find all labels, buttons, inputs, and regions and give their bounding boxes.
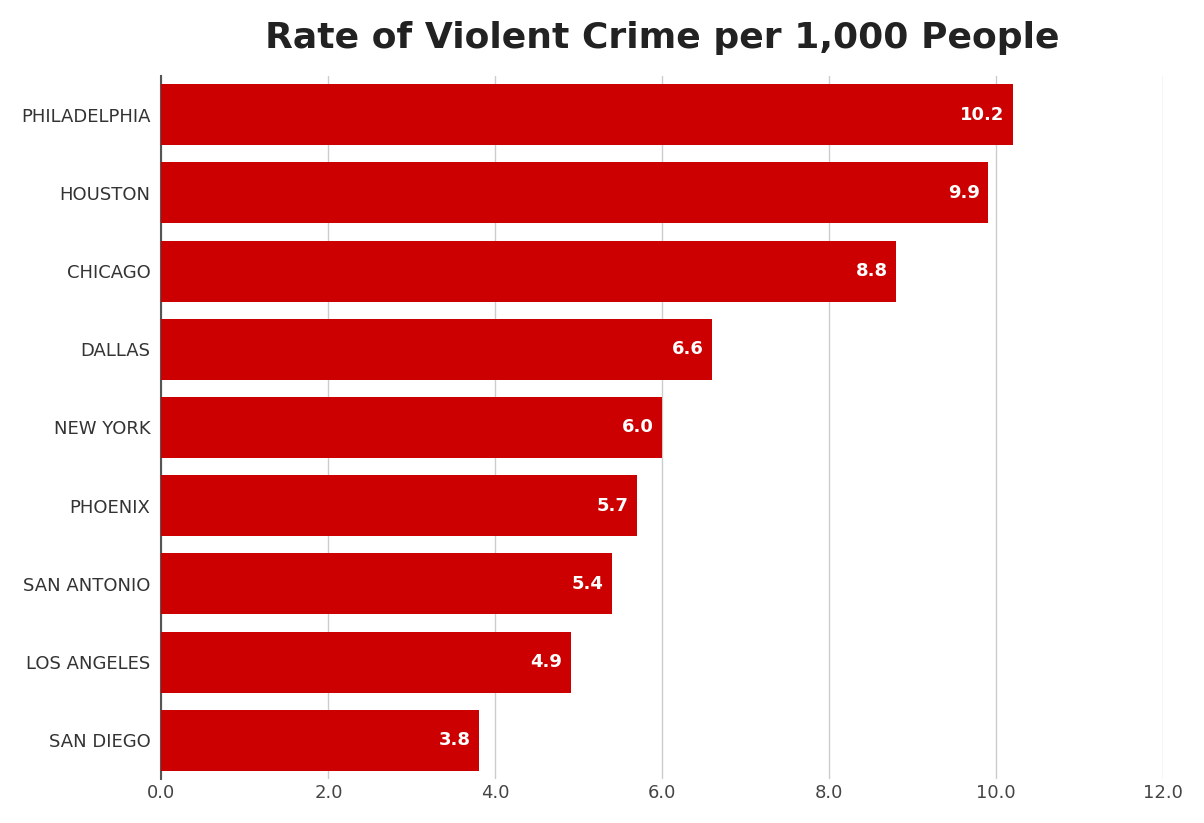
Bar — [161, 475, 637, 536]
Text: 9.9: 9.9 — [948, 184, 980, 202]
Bar — [161, 709, 479, 770]
Bar — [161, 84, 1013, 145]
Bar — [161, 631, 571, 692]
Text: 6.0: 6.0 — [622, 418, 654, 436]
Text: 8.8: 8.8 — [856, 262, 887, 280]
Bar — [161, 162, 988, 223]
Bar — [161, 397, 662, 458]
Title: Rate of Violent Crime per 1,000 People: Rate of Violent Crime per 1,000 People — [265, 21, 1060, 55]
Bar — [161, 240, 896, 301]
Text: 5.7: 5.7 — [597, 496, 628, 514]
Text: 10.2: 10.2 — [961, 105, 1004, 123]
Text: 3.8: 3.8 — [438, 731, 471, 749]
Text: 4.9: 4.9 — [530, 653, 562, 671]
Bar — [161, 553, 613, 614]
Text: 6.6: 6.6 — [672, 340, 704, 358]
Bar — [161, 319, 713, 379]
Text: 5.4: 5.4 — [572, 574, 604, 593]
